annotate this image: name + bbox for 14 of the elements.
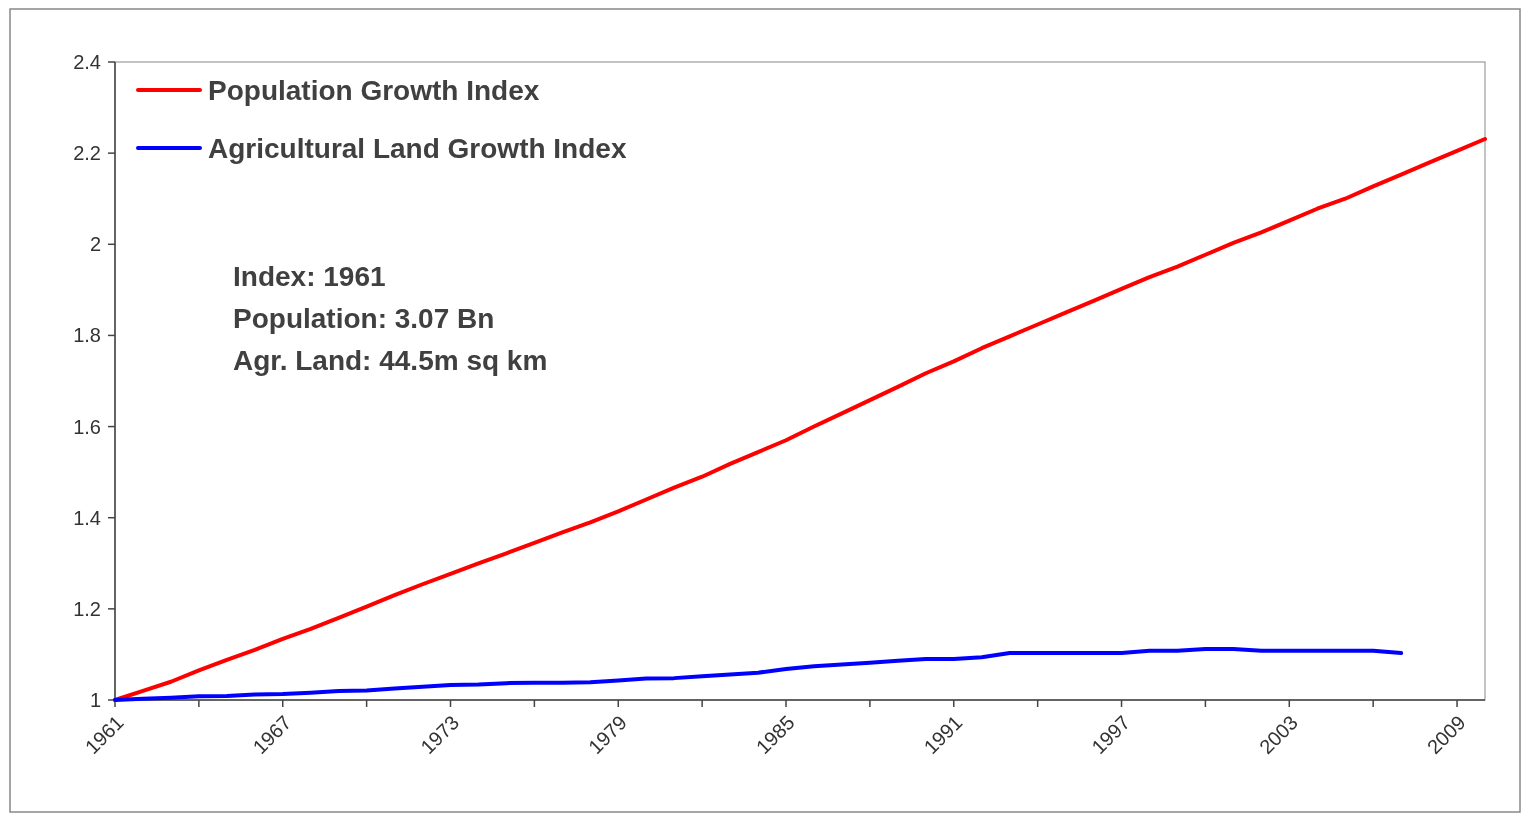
y-tick-label: 1.2 (73, 597, 101, 620)
annotation: Population: 3.07 Bn (233, 302, 495, 334)
y-tick-label: 2 (89, 233, 101, 256)
y-tick-label: 1.4 (73, 506, 101, 529)
y-tick-label: 2.4 (73, 51, 101, 73)
annotation: Index: 1961 (233, 260, 386, 292)
legend-label: Population Growth Index (208, 74, 540, 106)
annotation: Agr. Land: 44.5m sq km (233, 344, 548, 376)
legend-label: Agricultural Land Growth Index (208, 132, 627, 164)
y-tick-label: 1.6 (73, 415, 101, 438)
line-series (113, 646, 1404, 702)
y-tick-label: 1.8 (73, 324, 101, 347)
y-tick-label: 2.2 (73, 142, 101, 165)
y-tick-label: 1 (89, 689, 101, 711)
